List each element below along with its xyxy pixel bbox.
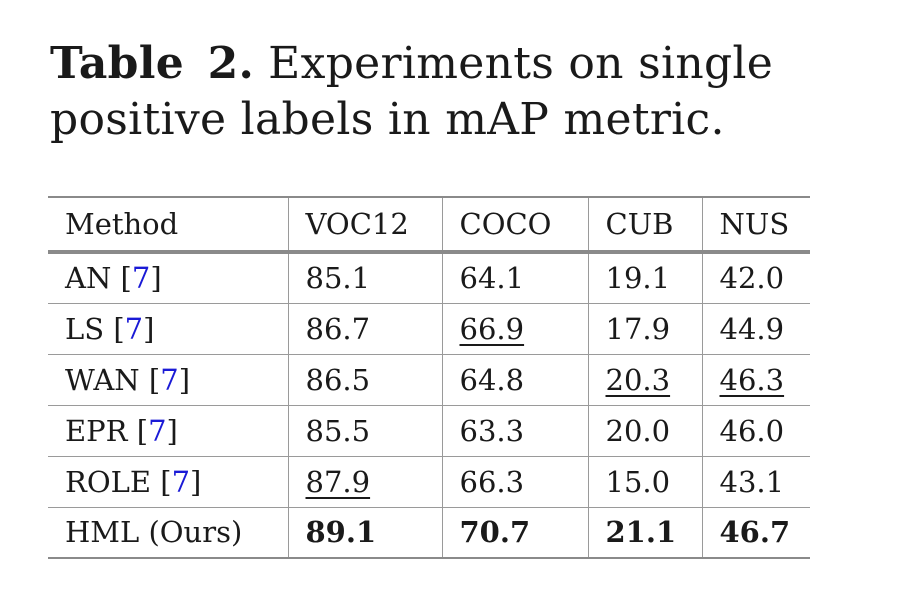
header-cub: CUB — [587, 196, 702, 254]
header-method: Method — [48, 196, 288, 254]
table-row: AN [7] 85.1 64.1 19.1 42.0 — [48, 252, 810, 304]
value-cell: 64.1 — [441, 252, 588, 304]
score-value: 66.9 — [459, 311, 525, 346]
value-cell: 85.5 — [287, 405, 442, 457]
method-name: EPR — [65, 413, 128, 448]
score-value: 64.8 — [459, 362, 525, 397]
value-cell: 86.7 — [287, 303, 442, 355]
citation-link[interactable]: 7 — [124, 311, 144, 346]
citation-link[interactable]: 7 — [160, 362, 179, 397]
method-cell: EPR [7] — [48, 405, 288, 457]
method-cell: AN [7] — [48, 252, 288, 304]
value-cell: 70.7 — [441, 507, 588, 559]
score-value: 43.1 — [719, 464, 785, 499]
value-cell: 19.1 — [587, 252, 702, 304]
score-value: 86.5 — [305, 362, 371, 397]
method-name: HML (Ours) — [65, 515, 243, 550]
score-value: 89.1 — [305, 515, 377, 550]
method-cell: WAN [7] — [48, 354, 288, 406]
results-table: Method VOC12 COCO CUB NUS AN [7] 85.1 64.1… — [48, 196, 810, 559]
score-value: 46.3 — [719, 362, 785, 397]
table-row: LS [7] 86.7 66.9 17.9 44.9 — [48, 303, 810, 355]
value-cell: 85.1 — [287, 252, 442, 304]
value-cell: 86.5 — [287, 354, 442, 406]
value-cell: 20.0 — [587, 405, 702, 457]
table-row: ROLE [7] 87.9 66.3 15.0 43.1 — [48, 456, 810, 508]
score-value: 46.7 — [719, 515, 791, 550]
table-caption: Table 2. Experiments on single positive l… — [50, 36, 790, 148]
score-value: 20.3 — [605, 362, 671, 397]
value-cell: 17.9 — [587, 303, 702, 355]
score-value: 21.1 — [605, 515, 677, 550]
header-nus: NUS — [701, 196, 810, 254]
score-value: 46.0 — [719, 413, 785, 448]
method-name: AN — [65, 261, 112, 296]
value-cell: 66.9 — [441, 303, 588, 355]
method-name: ROLE — [65, 464, 152, 499]
value-cell: 43.1 — [701, 456, 810, 508]
value-cell: 89.1 — [287, 507, 442, 559]
method-name: WAN — [65, 362, 140, 397]
value-cell: 46.7 — [701, 507, 810, 559]
value-cell: 44.9 — [701, 303, 810, 355]
value-cell: 63.3 — [441, 405, 588, 457]
method-cell: HML (Ours) — [48, 507, 288, 559]
score-value: 87.9 — [305, 464, 371, 499]
value-cell: 66.3 — [441, 456, 588, 508]
score-value: 63.3 — [459, 413, 525, 448]
score-value: 85.1 — [305, 261, 371, 296]
score-value: 66.3 — [459, 464, 525, 499]
method-cell: LS [7] — [48, 303, 288, 355]
value-cell: 64.8 — [441, 354, 588, 406]
score-value: 20.0 — [605, 413, 671, 448]
table-row: WAN [7] 86.5 64.8 20.3 46.3 — [48, 354, 810, 406]
method-cell: ROLE [7] — [48, 456, 288, 508]
value-cell: 46.3 — [701, 354, 810, 406]
value-cell: 20.3 — [587, 354, 702, 406]
score-value: 19.1 — [605, 261, 671, 296]
score-value: 17.9 — [605, 311, 671, 346]
value-cell: 21.1 — [587, 507, 702, 559]
header-row: Method VOC12 COCO CUB NUS — [48, 196, 810, 254]
method-name: LS — [65, 311, 105, 346]
citation-link[interactable]: 7 — [131, 261, 151, 296]
header-coco: COCO — [441, 196, 588, 254]
table-body: AN [7] 85.1 64.1 19.1 42.0 LS [7] 86.7 66.9 17.9… — [48, 252, 810, 559]
citation-link[interactable]: 7 — [148, 413, 167, 448]
table-row: EPR [7] 85.5 63.3 20.0 46.0 — [48, 405, 810, 457]
caption-label: Table 2. — [50, 38, 255, 89]
value-cell: 87.9 — [287, 456, 442, 508]
caption-text: Experiments on single positive labels in… — [50, 38, 774, 145]
header-voc12: VOC12 — [287, 196, 442, 254]
citation-link[interactable]: 7 — [171, 464, 191, 499]
value-cell: 46.0 — [701, 405, 810, 457]
score-value: 44.9 — [719, 311, 785, 346]
value-cell: 15.0 — [587, 456, 702, 508]
score-value: 15.0 — [605, 464, 671, 499]
table-row: HML (Ours) 89.1 70.7 21.1 46.7 — [48, 507, 810, 559]
value-cell: 42.0 — [701, 252, 810, 304]
score-value: 42.0 — [719, 261, 785, 296]
score-value: 70.7 — [459, 515, 531, 550]
score-value: 86.7 — [305, 311, 371, 346]
score-value: 85.5 — [305, 413, 371, 448]
score-value: 64.1 — [459, 261, 525, 296]
